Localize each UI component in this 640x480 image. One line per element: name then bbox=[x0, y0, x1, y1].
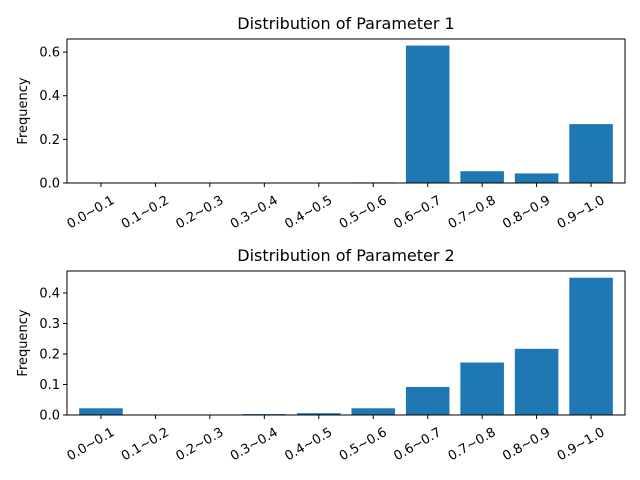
chart-1-bar-7 bbox=[460, 171, 504, 183]
chart-2-yticks: 0.0 0.1 0.2 0.3 0.4 bbox=[39, 286, 67, 424]
chart-1-xtick-label-2: 0.2~0.3 bbox=[174, 193, 227, 232]
chart-2-xtick-label-7: 0.7~0.8 bbox=[446, 425, 499, 464]
chart-2-ytick-label-2: 0.2 bbox=[39, 347, 60, 362]
chart-1-bar-8 bbox=[514, 173, 559, 183]
chart-2-xticks: 0.0~0.1 0.1~0.2 0.2~0.3 0.3~0.4 0.4~0.5 0.5~0… bbox=[65, 415, 608, 464]
chart-1-xtick-label-4: 0.4~0.5 bbox=[282, 193, 335, 232]
chart-1-ytick-label-2: 0.4 bbox=[39, 89, 60, 104]
chart-1-xtick-label-5: 0.5~0.6 bbox=[337, 193, 390, 232]
chart-1-title: Distribution of Parameter 1 bbox=[237, 14, 454, 33]
chart-2-ytick-label-0: 0.0 bbox=[39, 409, 60, 424]
chart-1-xtick-label-3: 0.3~0.4 bbox=[228, 193, 281, 232]
chart-2-ytick-label-4: 0.4 bbox=[39, 286, 60, 301]
chart-1-xtick-label-7: 0.7~0.8 bbox=[446, 193, 499, 232]
chart-2-bar-6 bbox=[405, 386, 450, 415]
chart-2-xtick-label-6: 0.6~0.7 bbox=[391, 425, 444, 464]
chart-2-bar-0 bbox=[79, 408, 123, 415]
chart-2-bar-9 bbox=[569, 277, 613, 415]
chart-2-title: Distribution of Parameter 2 bbox=[237, 246, 454, 265]
chart-2-xtick-label-4: 0.4~0.5 bbox=[282, 425, 335, 464]
chart-2-xtick-label-2: 0.2~0.3 bbox=[174, 425, 227, 464]
chart-1-yticks: 0.0 0.2 0.4 0.6 bbox=[39, 46, 67, 192]
chart-1-frame bbox=[66, 38, 626, 184]
chart-1-ylabel: Frequency bbox=[16, 77, 31, 144]
chart-1-ytick-label-3: 0.6 bbox=[39, 46, 60, 61]
chart-1-xticks: 0.0~0.1 0.1~0.2 0.2~0.3 0.3~0.4 0.4~0.5 0.5~0… bbox=[65, 183, 608, 232]
chart-1-ytick-label-0: 0.0 bbox=[39, 177, 60, 192]
chart-1-bars bbox=[351, 45, 613, 183]
chart-2-xtick-label-3: 0.3~0.4 bbox=[228, 425, 281, 464]
chart-2-xtick-label-8: 0.8~0.9 bbox=[500, 425, 553, 464]
chart-2-bar-7 bbox=[460, 362, 504, 415]
chart-1-xtick-label-8: 0.8~0.9 bbox=[500, 193, 553, 232]
chart-2-ytick-label-1: 0.1 bbox=[39, 378, 60, 393]
chart-1-ytick-label-1: 0.2 bbox=[39, 133, 60, 148]
chart-1-xtick-label-6: 0.6~0.7 bbox=[391, 193, 444, 232]
chart-2-bar-5 bbox=[351, 408, 396, 415]
chart-2-frame bbox=[66, 270, 626, 416]
chart-1-xtick-label-1: 0.1~0.2 bbox=[119, 193, 172, 232]
chart-2-xtick-label-9: 0.9~1.0 bbox=[555, 425, 608, 464]
chart-2-xtick-label-1: 0.1~0.2 bbox=[119, 425, 172, 464]
chart-2-bar-4 bbox=[296, 413, 341, 415]
chart-2-xtick-label-0: 0.0~0.1 bbox=[65, 425, 118, 464]
chart-2-bars bbox=[79, 277, 613, 415]
chart-2: Distribution of Parameter 2 Frequency 0.… bbox=[16, 246, 626, 464]
chart-2-ylabel: Frequency bbox=[16, 309, 31, 376]
chart-1-xtick-label-0: 0.0~0.1 bbox=[65, 193, 118, 232]
chart-1-bar-6 bbox=[405, 45, 450, 183]
chart-1-xtick-label-9: 0.9~1.0 bbox=[555, 193, 608, 232]
chart-2-ytick-label-3: 0.3 bbox=[39, 317, 60, 332]
chart-1: Distribution of Parameter 1 Frequency 0.… bbox=[16, 14, 626, 232]
chart-1-bar-9 bbox=[569, 124, 613, 183]
chart-2-bar-8 bbox=[514, 348, 559, 415]
chart-2-xtick-label-5: 0.5~0.6 bbox=[337, 425, 390, 464]
